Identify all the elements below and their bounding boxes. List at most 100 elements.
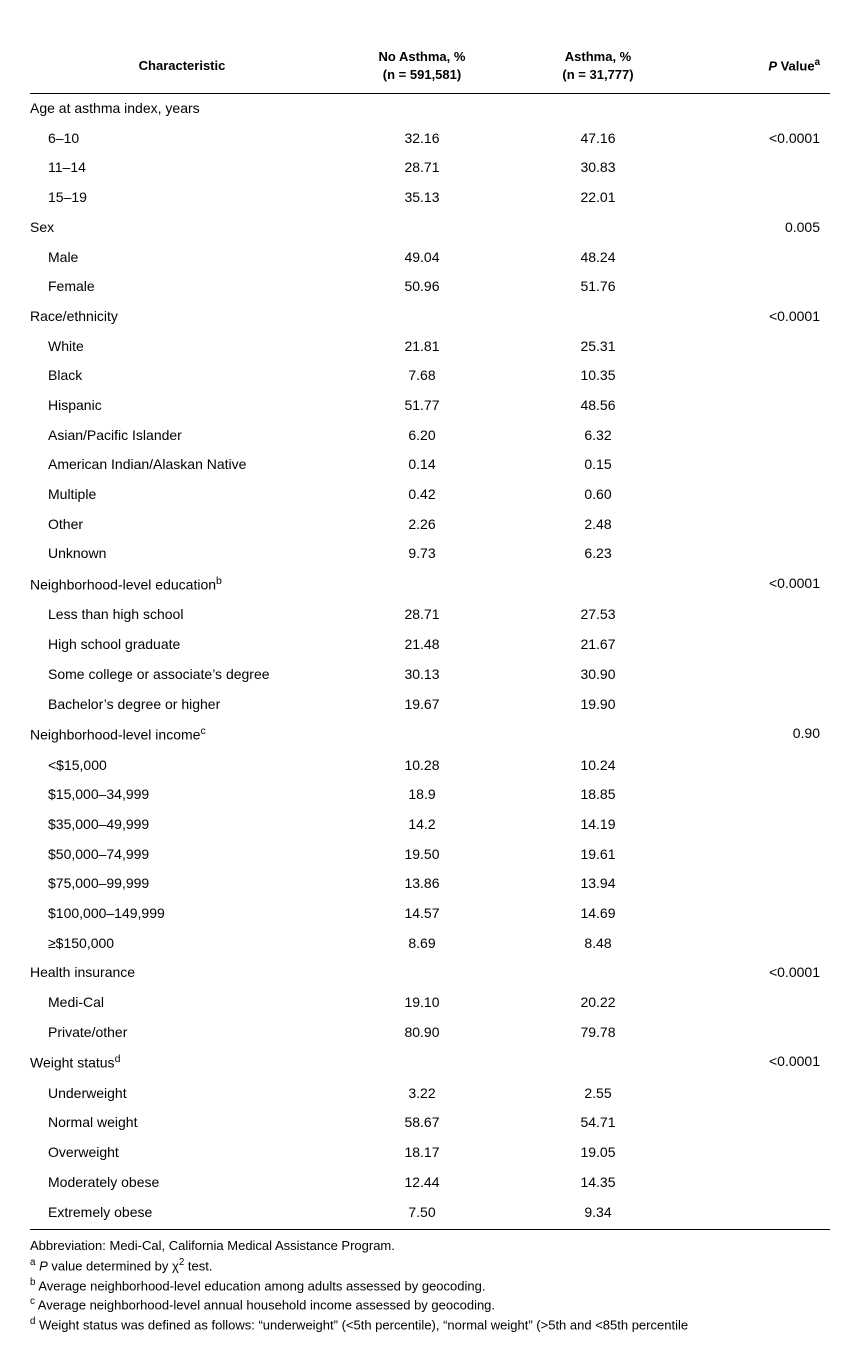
table-row: High school graduate21.4821.67 [30, 630, 830, 660]
cell-no-asthma: 13.86 [334, 869, 510, 899]
cell [510, 302, 686, 332]
cell-no-asthma: 19.67 [334, 690, 510, 720]
cell-no-asthma: 6.20 [334, 421, 510, 451]
table-row: Multiple0.420.60 [30, 480, 830, 510]
pvalue-cell [686, 751, 830, 781]
pvalue-cell [686, 929, 830, 959]
cell-no-asthma: 18.17 [334, 1138, 510, 1168]
table-row: <$15,00010.2810.24 [30, 751, 830, 781]
footnote-b: b Average neighborhood-level education a… [30, 1276, 830, 1296]
cell [510, 1047, 686, 1078]
pvalue-cell [686, 272, 830, 302]
cell-no-asthma: 19.50 [334, 840, 510, 870]
cell-no-asthma: 2.26 [334, 510, 510, 540]
section-row: Neighborhood-level incomec0.90 [30, 719, 830, 750]
section-row: Health insurance<0.0001 [30, 958, 830, 988]
pvalue-cell [686, 1198, 830, 1230]
pvalue-cell [686, 450, 830, 480]
pvalue-cell: <0.0001 [686, 124, 830, 154]
table-row: $100,000–149,99914.5714.69 [30, 899, 830, 929]
pvalue-cell [686, 480, 830, 510]
footnote-c: c Average neighborhood-level annual hous… [30, 1295, 830, 1315]
pvalue-cell [686, 1079, 830, 1109]
cell [510, 94, 686, 124]
cell-asthma: 54.71 [510, 1108, 686, 1138]
row-label: Medi-Cal [30, 988, 334, 1018]
cell-asthma: 0.15 [510, 450, 686, 480]
cell-asthma: 51.76 [510, 272, 686, 302]
row-label: Other [30, 510, 334, 540]
cell-asthma: 79.78 [510, 1018, 686, 1048]
header-row: Characteristic No Asthma, % (n = 591,581… [30, 40, 830, 94]
cell-asthma: 13.94 [510, 869, 686, 899]
pvalue-cell [686, 1108, 830, 1138]
header-asthma: Asthma, % (n = 31,777) [510, 40, 686, 94]
cell-no-asthma: 35.13 [334, 183, 510, 213]
row-label: Private/other [30, 1018, 334, 1048]
pvalue-cell [686, 361, 830, 391]
table-row: Normal weight58.6754.71 [30, 1108, 830, 1138]
row-label: Unknown [30, 539, 334, 569]
cell-no-asthma: 8.69 [334, 929, 510, 959]
pvalue-cell [686, 153, 830, 183]
pvalue-cell [686, 1018, 830, 1048]
cell-no-asthma: 9.73 [334, 539, 510, 569]
section-label: Age at asthma index, years [30, 94, 334, 124]
table-row: Some college or associate’s degree30.133… [30, 660, 830, 690]
row-label: Hispanic [30, 391, 334, 421]
table-row: Other2.262.48 [30, 510, 830, 540]
row-label: $75,000–99,999 [30, 869, 334, 899]
pvalue-cell [686, 183, 830, 213]
cell [334, 302, 510, 332]
row-label: Asian/Pacific Islander [30, 421, 334, 451]
cell-asthma: 47.16 [510, 124, 686, 154]
cell-asthma: 27.53 [510, 600, 686, 630]
cell-asthma: 8.48 [510, 929, 686, 959]
pvalue-cell [686, 510, 830, 540]
cell-no-asthma: 19.10 [334, 988, 510, 1018]
table-row: Female50.9651.76 [30, 272, 830, 302]
cell [334, 958, 510, 988]
table-row: Underweight3.222.55 [30, 1079, 830, 1109]
row-label: Female [30, 272, 334, 302]
cell-asthma: 48.56 [510, 391, 686, 421]
cell-no-asthma: 10.28 [334, 751, 510, 781]
row-label: $100,000–149,999 [30, 899, 334, 929]
cell-asthma: 14.35 [510, 1168, 686, 1198]
cell-asthma: 18.85 [510, 780, 686, 810]
cell-asthma: 30.83 [510, 153, 686, 183]
row-label: Less than high school [30, 600, 334, 630]
header-no-asthma: No Asthma, % (n = 591,581) [334, 40, 510, 94]
cell-no-asthma: 32.16 [334, 124, 510, 154]
section-label: Race/ethnicity [30, 302, 334, 332]
cell-asthma: 14.69 [510, 899, 686, 929]
table-row: Male49.0448.24 [30, 243, 830, 273]
cell-no-asthma: 30.13 [334, 660, 510, 690]
footnote-abbrev: Abbreviation: Medi-Cal, California Medic… [30, 1236, 830, 1256]
pvalue-cell [686, 421, 830, 451]
section-label: Neighborhood-level educationb [30, 569, 334, 600]
cell-no-asthma: 21.81 [334, 332, 510, 362]
cell-asthma: 14.19 [510, 810, 686, 840]
pvalue-cell [686, 1138, 830, 1168]
pvalue-cell [686, 988, 830, 1018]
cell-asthma: 10.24 [510, 751, 686, 781]
cell-asthma: 30.90 [510, 660, 686, 690]
pvalue-cell [686, 840, 830, 870]
row-label: White [30, 332, 334, 362]
cell-no-asthma: 18.9 [334, 780, 510, 810]
footnote-d: d Weight status was defined as follows: … [30, 1315, 830, 1335]
pvalue-cell: 0.005 [686, 213, 830, 243]
section-row: Sex0.005 [30, 213, 830, 243]
cell [334, 94, 510, 124]
table-row: 15–1935.1322.01 [30, 183, 830, 213]
cell-no-asthma: 49.04 [334, 243, 510, 273]
row-label: $15,000–34,999 [30, 780, 334, 810]
cell [510, 958, 686, 988]
header-characteristic: Characteristic [30, 40, 334, 94]
data-table: Characteristic No Asthma, % (n = 591,581… [30, 40, 830, 1230]
table-row: American Indian/Alaskan Native0.140.15 [30, 450, 830, 480]
table-body: Age at asthma index, years6–1032.1647.16… [30, 94, 830, 1230]
table-row: $50,000–74,99919.5019.61 [30, 840, 830, 870]
pvalue-cell: 0.90 [686, 719, 830, 750]
